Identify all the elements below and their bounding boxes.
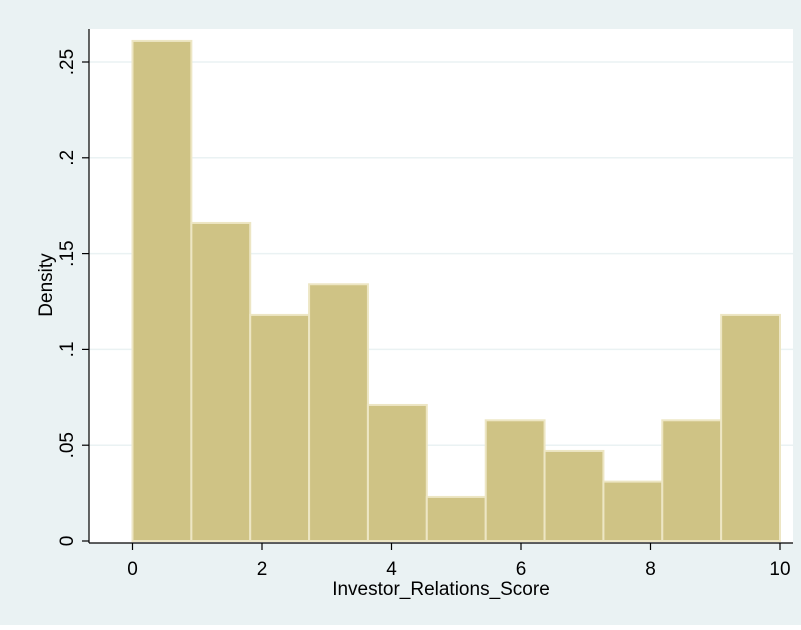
x-tick-label: 10: [769, 559, 790, 580]
y-axis-title: Density: [36, 253, 57, 317]
bars: [131, 39, 782, 543]
histogram-bar-7: [484, 419, 546, 542]
y-tick-label: .25: [57, 49, 78, 75]
histogram-bar-9: [602, 480, 664, 543]
histogram-bar-1: [131, 39, 193, 542]
x-tick-label: 6: [516, 559, 527, 580]
x-axis-title: Investor_Relations_Score: [332, 579, 550, 600]
histogram-bar-11: [720, 313, 782, 542]
y-tick-label: 0: [57, 536, 78, 547]
histogram-bar-6: [425, 495, 487, 543]
histogram-bar-3: [249, 313, 311, 542]
histogram-bar-4: [308, 283, 369, 542]
histogram-bar-2: [190, 221, 252, 542]
y-tick-label: .15: [57, 240, 78, 266]
x-tick-label: 2: [257, 559, 268, 580]
histogram-bar-5: [366, 403, 428, 542]
x-tick-label: 0: [127, 559, 138, 580]
y-tick-label: .05: [57, 432, 78, 458]
axes: 0 2 4 6 8 10 0 .05 .1 .15 .2 .25: [57, 29, 793, 580]
y-tick-label: .1: [57, 341, 78, 357]
histogram-bar-8: [543, 449, 605, 542]
x-tick-label: 8: [645, 559, 656, 580]
histogram-bar-10: [661, 419, 723, 542]
y-tick-label: .2: [57, 150, 78, 166]
x-tick-label: 4: [386, 559, 397, 580]
